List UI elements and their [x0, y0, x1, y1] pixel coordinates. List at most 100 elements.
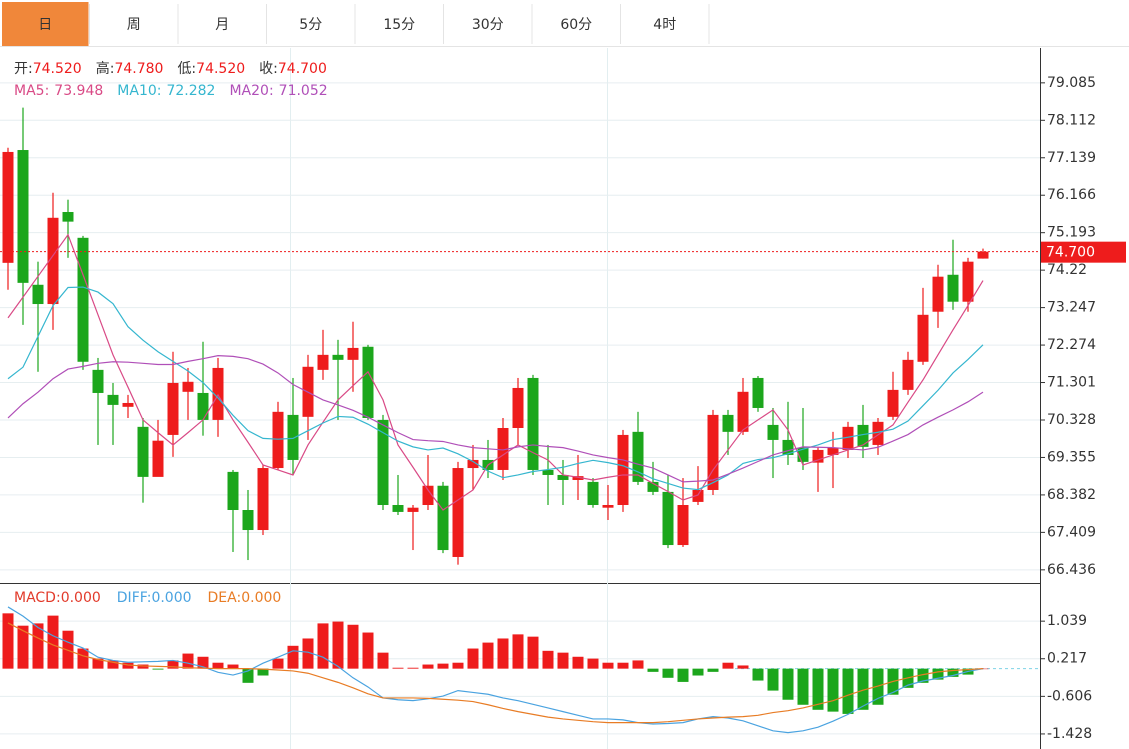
tab[interactable]: 60分: [533, 2, 621, 46]
candle-body: [842, 426, 854, 450]
y-tick-label: 0.217: [1047, 651, 1087, 667]
macd-bar: [827, 668, 839, 712]
macd-bar: [197, 656, 209, 669]
macd-bar: [242, 668, 254, 683]
macd-bar: [782, 668, 794, 700]
macd-bar: [587, 658, 599, 669]
tab-bg[interactable]: [267, 2, 355, 46]
macd-bar: [77, 648, 89, 669]
tab-label[interactable]: 4时: [653, 17, 676, 33]
macd-bar: [17, 625, 29, 669]
y-tick-label: -1.428: [1047, 726, 1092, 742]
ohlc-value: 74.780: [114, 61, 163, 77]
last-price-label: 74.700: [1046, 245, 1095, 261]
macd-legend-value: 0.000: [241, 590, 281, 606]
macd-legend-name: DIFF:: [117, 590, 152, 606]
macd-bar: [752, 668, 764, 681]
candle-body: [317, 354, 329, 370]
tab-bg[interactable]: [2, 2, 89, 46]
macd-line: [7, 606, 984, 734]
candle-body: [107, 394, 119, 405]
macd-bar: [152, 668, 164, 670]
ma-legend: MA5: 73.948 MA10: 72.282 MA20: 71.052: [14, 83, 328, 99]
tab-bg[interactable]: [356, 2, 443, 46]
tab[interactable]: 4时: [621, 2, 710, 46]
candle-body: [662, 491, 674, 546]
candle-body: [257, 468, 269, 531]
tab-label[interactable]: 日: [38, 17, 52, 33]
macd-bar: [272, 658, 284, 669]
candle-body: [182, 381, 194, 392]
candle-body: [977, 251, 989, 259]
candle-body: [587, 481, 599, 505]
ohlc-name: 开:: [14, 61, 33, 77]
y-tick-label: 77.139: [1047, 150, 1096, 166]
candle-body: [812, 449, 824, 463]
candle-body: [692, 489, 704, 502]
macd-bar: [122, 662, 134, 669]
macd-bar: [167, 660, 179, 669]
macd-bar: [692, 668, 704, 676]
macd-bar: [467, 648, 479, 669]
candle-body: [362, 346, 374, 418]
macd-bar: [302, 638, 314, 669]
tab-label[interactable]: 月: [215, 17, 229, 33]
macd-legend-value: 0.000: [151, 590, 191, 606]
tab-bg[interactable]: [179, 2, 266, 46]
candle-body: [242, 510, 254, 531]
tab[interactable]: 15分: [356, 2, 444, 46]
candle-body: [647, 481, 659, 492]
ma-legend-name: MA5:: [14, 83, 49, 99]
macd-bar: [872, 668, 884, 705]
tab[interactable]: 日: [2, 2, 90, 46]
candle-body: [467, 459, 479, 469]
candle-body: [872, 421, 884, 445]
macd-bar: [212, 662, 224, 669]
tab-label[interactable]: 15分: [383, 17, 415, 33]
candle-body: [902, 359, 914, 390]
tab-label[interactable]: 5分: [299, 17, 322, 33]
ohlc-name: 高:: [96, 60, 115, 77]
candle-body: [152, 440, 164, 477]
candle-body: [17, 150, 29, 283]
candle-body: [167, 382, 179, 435]
y-tick-label: -0.606: [1047, 688, 1092, 704]
candle-body: [452, 468, 464, 557]
last-price-box: [1041, 241, 1126, 263]
macd-legend-name: MACD:: [14, 590, 61, 606]
macd-bar: [482, 642, 494, 669]
candle-body: [272, 411, 284, 469]
macd-line: [7, 622, 984, 724]
candle-body: [542, 469, 554, 475]
tab-label[interactable]: 30分: [472, 17, 504, 33]
ma-legend-name: MA10:: [117, 83, 161, 99]
candle-body: [917, 314, 929, 362]
macd-legend-name: DEA:: [208, 590, 242, 606]
macd-bar: [707, 668, 719, 672]
tab[interactable]: 周: [90, 2, 179, 46]
tab-bg[interactable]: [533, 2, 620, 46]
candle-body: [857, 424, 869, 447]
macd-bar: [137, 664, 149, 669]
macd-bar: [917, 668, 929, 683]
ma-legend-name: MA20:: [229, 83, 273, 99]
ma-line: [7, 233, 984, 511]
tab-bg[interactable]: [621, 2, 709, 46]
macd-bar: [542, 650, 554, 669]
tab-bg[interactable]: [444, 2, 532, 46]
tab[interactable]: 30分: [444, 2, 533, 46]
tab-label[interactable]: 60分: [560, 17, 592, 33]
macd-bar: [572, 656, 584, 669]
tab-label[interactable]: 周: [127, 17, 141, 33]
candle-body: [782, 439, 794, 455]
candle-body: [62, 212, 74, 222]
y-tick-label: 74.22: [1047, 262, 1087, 278]
macd-bar: [422, 664, 434, 669]
macd-bar: [947, 668, 959, 677]
tab[interactable]: 月: [179, 2, 267, 46]
macd-bar: [287, 645, 299, 669]
tab-bg[interactable]: [90, 2, 178, 46]
candle-body: [617, 434, 629, 505]
tab[interactable]: 5分: [267, 2, 356, 46]
